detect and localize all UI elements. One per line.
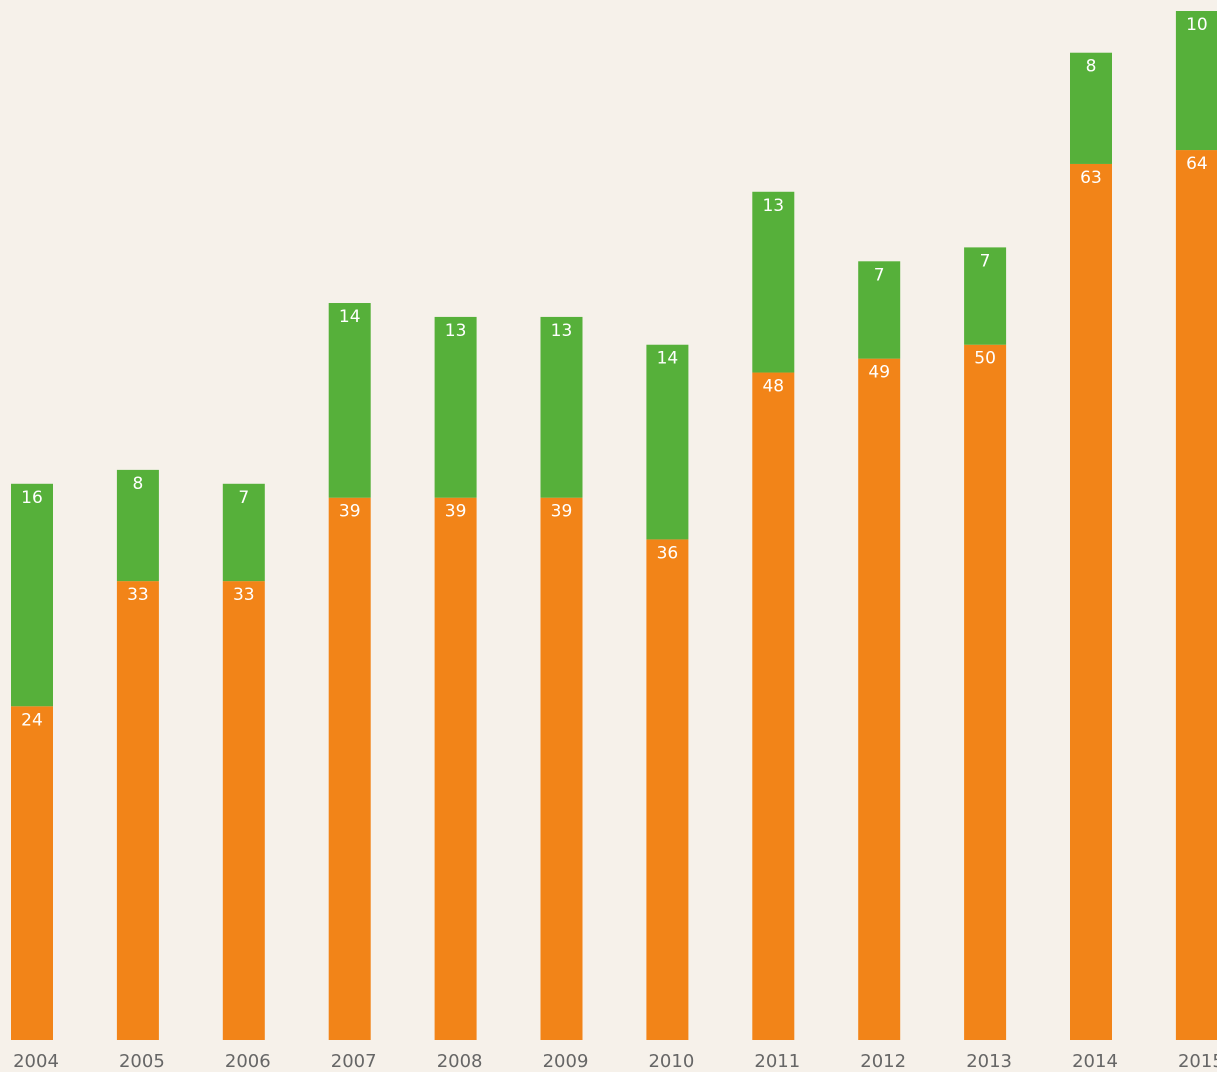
value-label: 24	[21, 710, 43, 730]
value-label: 13	[551, 321, 573, 341]
bar-segment	[964, 344, 1007, 1040]
bar-segment	[646, 344, 689, 540]
value-label: 64	[1186, 154, 1208, 174]
value-label: 50	[974, 349, 996, 369]
value-label: 33	[233, 585, 255, 605]
bar-segment	[752, 191, 795, 373]
value-label: 63	[1080, 168, 1102, 188]
x-tick-label: 2006	[225, 1051, 271, 1072]
bar-segment	[1070, 163, 1112, 1040]
bar-segment	[752, 372, 795, 1040]
bar-segment	[540, 316, 583, 498]
x-tick-label: 2009	[543, 1051, 589, 1072]
bar-segment	[964, 247, 1007, 345]
value-label: 13	[762, 196, 784, 216]
x-tick-label: 2013	[966, 1051, 1012, 1072]
bar-segment	[540, 497, 583, 1040]
x-tick-label: 2004	[13, 1051, 59, 1072]
value-label: 16	[21, 488, 43, 508]
bar-segment	[11, 483, 53, 707]
bar-segment	[858, 261, 901, 359]
bar-segment	[328, 497, 371, 1040]
bar-segment	[646, 539, 689, 1040]
x-tick-label: 2008	[437, 1051, 483, 1072]
value-label: 13	[445, 321, 467, 341]
value-label: 33	[127, 585, 149, 605]
bar-segment	[434, 497, 477, 1040]
x-tick-label: 2011	[754, 1051, 800, 1072]
x-tick-label: 2010	[648, 1051, 694, 1072]
value-label: 8	[1086, 57, 1097, 77]
x-tick-label: 2015	[1178, 1051, 1217, 1072]
bar-segment	[222, 581, 265, 1040]
bar-segment	[116, 469, 159, 582]
bar-segment	[434, 316, 477, 498]
bar-segment	[116, 581, 159, 1040]
value-label: 7	[874, 265, 885, 285]
bar-segment	[11, 706, 53, 1040]
bar-segment	[328, 303, 371, 498]
value-label: 7	[238, 488, 249, 508]
bar-segment	[222, 483, 265, 582]
value-label: 10	[1186, 15, 1208, 35]
value-label: 8	[132, 474, 143, 494]
value-label: 39	[445, 502, 467, 522]
bar-segment	[1175, 150, 1217, 1040]
bar-segment	[858, 358, 901, 1040]
value-label: 48	[762, 377, 784, 397]
value-label: 39	[339, 502, 361, 522]
value-label: 14	[657, 349, 679, 369]
value-label: 14	[339, 307, 361, 327]
bar-segment	[1070, 52, 1112, 164]
x-tick-label: 2012	[860, 1051, 906, 1072]
x-tick-label: 2005	[119, 1051, 165, 1072]
value-label: 39	[551, 502, 573, 522]
value-label: 36	[657, 543, 679, 563]
bar-segment	[1175, 11, 1217, 151]
x-tick-label: 2014	[1072, 1051, 1118, 1072]
value-label: 7	[980, 251, 991, 271]
value-label: 49	[868, 363, 890, 383]
x-tick-label: 2007	[331, 1051, 377, 1072]
